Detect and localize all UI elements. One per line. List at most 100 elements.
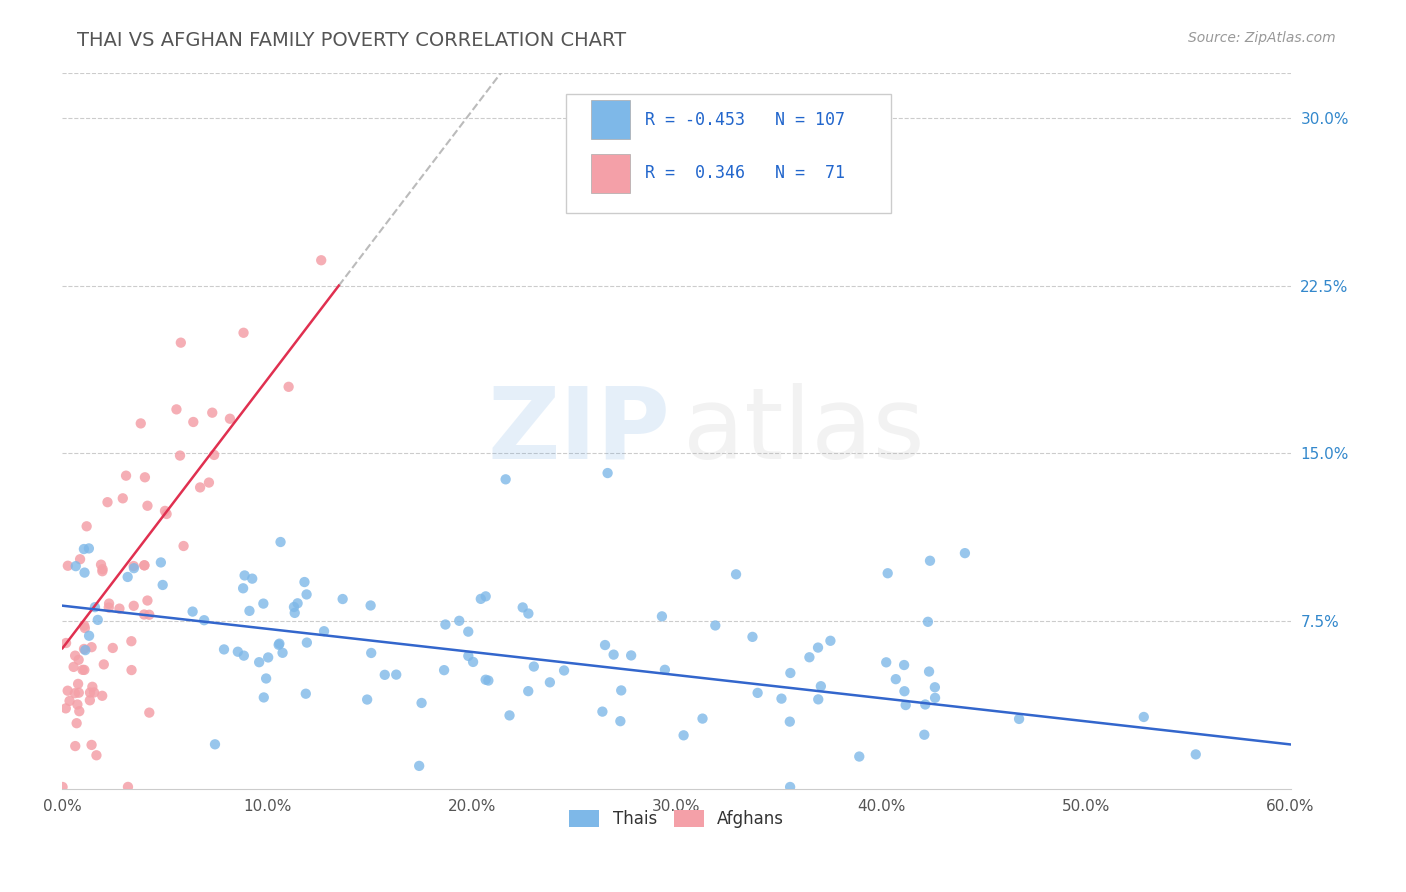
Point <box>73 642 96 657</box>
Point <box>181 415 204 429</box>
Point <box>73 566 96 580</box>
Point <box>848 749 870 764</box>
Point <box>169 449 191 463</box>
Text: R = -0.453   N = 107: R = -0.453 N = 107 <box>644 111 845 128</box>
Point <box>267 638 290 652</box>
Point <box>538 675 561 690</box>
Point <box>374 668 396 682</box>
Point <box>138 607 160 622</box>
Text: ZIP: ZIP <box>488 383 671 480</box>
Point <box>134 558 156 573</box>
Point <box>51 780 73 794</box>
Point <box>277 380 299 394</box>
Point <box>457 648 479 663</box>
Point <box>79 693 101 707</box>
Point <box>332 592 354 607</box>
Point <box>67 653 90 667</box>
Point <box>918 665 941 679</box>
Point <box>166 402 188 417</box>
Point <box>498 708 520 723</box>
Point <box>1184 747 1206 762</box>
Point <box>294 575 316 590</box>
Text: Source: ZipAtlas.com: Source: ZipAtlas.com <box>1188 31 1336 45</box>
Point <box>247 655 270 669</box>
Point <box>741 630 763 644</box>
Text: atlas: atlas <box>683 383 924 480</box>
Point <box>91 689 114 703</box>
Point <box>651 609 673 624</box>
Point <box>360 646 382 660</box>
Point <box>894 698 917 712</box>
Point <box>1132 710 1154 724</box>
Point <box>134 607 156 622</box>
Point <box>820 633 842 648</box>
Point <box>232 582 254 596</box>
Point <box>704 618 727 632</box>
Point <box>477 673 499 688</box>
Point <box>201 406 224 420</box>
Point <box>610 683 633 698</box>
Point <box>120 634 142 648</box>
Point <box>80 640 103 655</box>
Point <box>122 559 145 574</box>
Point <box>121 663 143 677</box>
Point <box>596 466 619 480</box>
Point <box>226 645 249 659</box>
Point <box>360 599 382 613</box>
Point <box>385 667 408 681</box>
Text: R =  0.346   N =  71: R = 0.346 N = 71 <box>644 164 845 182</box>
Point <box>101 640 124 655</box>
Point <box>219 411 242 425</box>
Point <box>779 665 801 680</box>
Point <box>254 672 277 686</box>
Point <box>799 650 821 665</box>
Point <box>1008 712 1031 726</box>
Point <box>115 468 138 483</box>
Point <box>271 646 294 660</box>
Point <box>602 648 624 662</box>
Point <box>609 714 631 728</box>
Text: THAI VS AFGHAN FAMILY POVERTY CORRELATION CHART: THAI VS AFGHAN FAMILY POVERTY CORRELATIO… <box>77 31 627 50</box>
Point <box>69 552 91 566</box>
Point <box>73 663 96 677</box>
Point <box>67 686 90 700</box>
Point <box>474 673 496 687</box>
Point <box>461 655 484 669</box>
Point <box>283 599 305 614</box>
Point <box>284 606 307 620</box>
Point <box>411 696 433 710</box>
Point <box>91 562 114 576</box>
Point <box>591 705 613 719</box>
Point <box>65 559 87 574</box>
Point <box>58 694 80 708</box>
Point <box>77 541 100 556</box>
Point <box>269 637 291 651</box>
Point <box>593 638 616 652</box>
Point <box>188 480 211 494</box>
Point <box>924 690 946 705</box>
Point <box>294 687 316 701</box>
Point <box>55 636 77 650</box>
Point <box>67 677 90 691</box>
Point <box>893 684 915 698</box>
Point <box>470 591 492 606</box>
Point <box>876 566 898 581</box>
Point <box>83 685 105 699</box>
Point <box>117 570 139 584</box>
Point <box>111 491 134 506</box>
Point <box>807 640 830 655</box>
Point <box>90 558 112 572</box>
Point <box>86 748 108 763</box>
Point <box>747 686 769 700</box>
Point <box>56 558 79 573</box>
Point <box>810 679 832 693</box>
Point <box>134 558 156 573</box>
Point <box>295 635 318 649</box>
Point <box>672 728 695 742</box>
Point <box>287 596 309 610</box>
Point <box>138 706 160 720</box>
Point <box>122 599 145 613</box>
Point <box>779 780 801 794</box>
Point <box>517 684 540 698</box>
Point <box>149 556 172 570</box>
